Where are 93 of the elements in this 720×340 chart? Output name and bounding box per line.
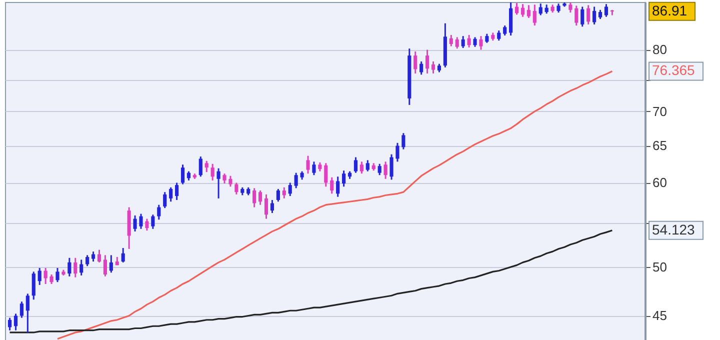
candlestick bbox=[312, 160, 316, 176]
candlestick bbox=[574, 4, 578, 26]
candlestick bbox=[479, 35, 483, 50]
y-tick-label: 65 bbox=[652, 138, 667, 154]
candlestick bbox=[145, 218, 149, 232]
candlestick bbox=[473, 36, 477, 48]
candlestick bbox=[455, 36, 459, 50]
candlestick bbox=[402, 132, 406, 150]
candlestick bbox=[103, 254, 107, 278]
candlestick bbox=[8, 317, 12, 332]
candlestick bbox=[86, 254, 90, 267]
candlestick bbox=[586, 4, 590, 26]
candlestick bbox=[180, 164, 185, 186]
candlestick bbox=[461, 35, 465, 49]
candlestick bbox=[210, 163, 214, 182]
candlestick bbox=[396, 142, 400, 162]
text: 76.365 bbox=[652, 62, 696, 78]
candlestick bbox=[288, 182, 292, 197]
y-tick-label: 50 bbox=[652, 260, 667, 275]
text: 86.91 bbox=[652, 2, 688, 18]
candlestick bbox=[186, 170, 190, 182]
y-tick-label: 80 bbox=[652, 42, 667, 58]
candlestick bbox=[14, 312, 18, 332]
candlestick bbox=[336, 176, 340, 198]
candlestick bbox=[109, 254, 113, 274]
candlestick bbox=[324, 162, 328, 188]
candlestick bbox=[378, 163, 382, 176]
candlestick bbox=[139, 213, 143, 230]
candlestick bbox=[538, 2, 542, 16]
candlestick bbox=[234, 182, 238, 196]
candlestick bbox=[44, 267, 48, 285]
candlestick bbox=[258, 190, 262, 206]
candlestick bbox=[526, 4, 530, 19]
candlestick bbox=[174, 182, 179, 201]
candlestick bbox=[38, 267, 42, 286]
candlestick bbox=[282, 186, 286, 200]
candlestick bbox=[157, 204, 161, 220]
candlestick bbox=[91, 250, 96, 262]
candlestick bbox=[74, 257, 78, 278]
candlestick bbox=[598, 9, 602, 20]
candlestick bbox=[26, 292, 30, 334]
y-tick-label: 60 bbox=[652, 175, 667, 190]
candlestick bbox=[420, 60, 424, 76]
candlestick bbox=[169, 186, 173, 202]
candlestick bbox=[580, 6, 584, 28]
candlestick bbox=[604, 3, 608, 18]
candlestick bbox=[133, 214, 137, 232]
y-tick-label: 45 bbox=[652, 308, 667, 324]
candlestick bbox=[330, 176, 334, 194]
candlestick bbox=[50, 274, 54, 285]
candlestick bbox=[80, 258, 84, 276]
line-series bbox=[8, 230, 613, 334]
candlestick bbox=[222, 172, 226, 184]
candlestick bbox=[252, 187, 256, 208]
candlestick bbox=[426, 48, 430, 74]
candlestick bbox=[276, 188, 280, 202]
y-tick-label: 70 bbox=[652, 104, 667, 119]
candlestick bbox=[264, 194, 268, 220]
candlestick bbox=[592, 6, 596, 26]
candlestick bbox=[449, 34, 453, 48]
candlestick bbox=[360, 160, 364, 174]
candlestick bbox=[354, 156, 358, 174]
candlestick bbox=[467, 34, 471, 48]
line-series bbox=[56, 70, 613, 340]
candlestick bbox=[56, 267, 60, 283]
candlestick bbox=[151, 214, 155, 230]
candlestick bbox=[485, 33, 489, 44]
candlestick bbox=[532, 4, 536, 26]
candlestick bbox=[497, 30, 501, 42]
candlestick bbox=[20, 300, 24, 319]
candlestick bbox=[121, 247, 125, 264]
candlestick bbox=[163, 191, 167, 209]
candlestick bbox=[431, 60, 436, 74]
candlestick bbox=[384, 160, 388, 180]
candlestick bbox=[216, 168, 220, 200]
candlestick bbox=[514, 2, 519, 16]
candlestick bbox=[294, 172, 298, 189]
candlestick bbox=[503, 24, 507, 36]
candlestick bbox=[520, 3, 525, 18]
candlestick bbox=[204, 160, 208, 173]
candlestick bbox=[568, 2, 572, 14]
candlestick bbox=[228, 175, 232, 188]
candlestick bbox=[306, 155, 310, 174]
candlestick bbox=[32, 270, 36, 300]
candlestick bbox=[414, 50, 418, 74]
candlestick bbox=[366, 159, 370, 172]
candlestick bbox=[198, 156, 202, 178]
text: 54.123 bbox=[652, 221, 696, 238]
candlestick bbox=[342, 170, 346, 188]
candlestick bbox=[97, 249, 102, 264]
candlestick bbox=[68, 257, 72, 278]
candlestick bbox=[390, 154, 394, 180]
candlestick bbox=[270, 199, 274, 214]
